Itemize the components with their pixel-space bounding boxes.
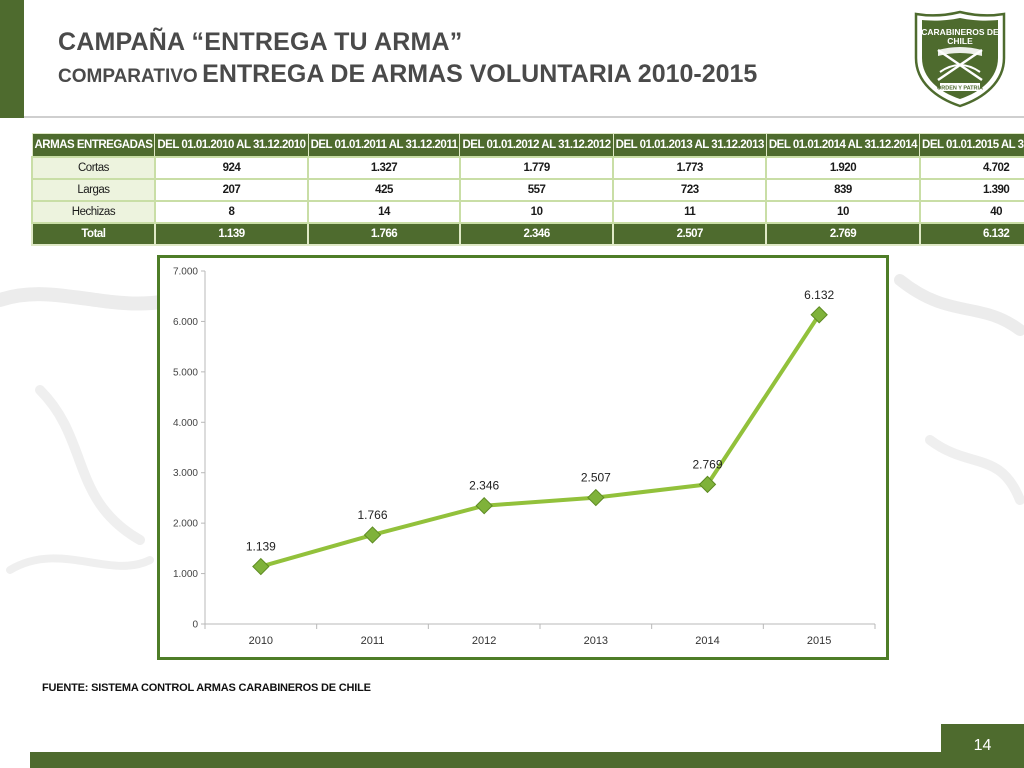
table-row: Largas 207 425 557 723 839 1.390 — [31, 177, 1024, 202]
y-tick-label: 7.000 — [173, 267, 198, 278]
table-cell: 425 — [307, 177, 461, 202]
data-point-marker — [252, 557, 270, 576]
data-point-marker — [587, 488, 605, 507]
data-label: 1.139 — [246, 540, 276, 554]
table-cell: 839 — [765, 177, 921, 202]
table-cell: 1.139 — [153, 221, 310, 246]
data-label: 1.766 — [357, 508, 387, 522]
header-divider — [24, 116, 1024, 118]
y-tick-label: 2.000 — [173, 519, 198, 530]
header-cell: DEL 01.01.2013 AL 31.12.2013 — [612, 133, 767, 157]
table-cell: 10 — [765, 199, 921, 224]
table-cell: 1.766 — [307, 221, 461, 246]
carabineros-logo: CARABINEROS DE CHILE ORDEN Y PATRIA — [914, 10, 1006, 108]
table-cell: 8 — [153, 199, 310, 224]
table-cell: 1.773 — [612, 155, 768, 180]
table-header-row: ARMAS ENTREGADAS DEL 01.01.2010 AL 31.12… — [31, 133, 1024, 157]
x-tick-label: 2013 — [584, 635, 608, 647]
table-row: Cortas 924 1.327 1.779 1.773 1.920 4.702 — [31, 155, 1024, 180]
svg-text:CARABINEROS DE: CARABINEROS DE — [921, 27, 999, 37]
data-label: 2.507 — [581, 471, 611, 485]
table-cell: 2.769 — [765, 221, 921, 246]
subtitle-main: ENTREGA DE ARMAS VOLUNTARIA 2010-2015 — [202, 60, 758, 88]
page-number: 14 — [941, 724, 1024, 768]
table-cell: 1.920 — [765, 155, 921, 180]
table-cell: 2.507 — [612, 221, 768, 246]
table-cell: 1.390 — [918, 177, 1024, 202]
table-cell: 1.327 — [307, 155, 461, 180]
table-cell: 557 — [458, 177, 615, 202]
table-cell: 207 — [153, 177, 310, 202]
svg-text:ORDEN Y PATRIA: ORDEN Y PATRIA — [937, 86, 983, 92]
subtitle-prefix: COMPARATIVO — [58, 66, 198, 87]
footer-bar — [30, 752, 1024, 768]
x-tick-label: 2014 — [695, 635, 719, 647]
svg-text:CHILE: CHILE — [947, 36, 973, 46]
left-accent-bar — [0, 0, 24, 118]
table-cell: 4.702 — [918, 155, 1024, 180]
table-cell: 10 — [458, 199, 615, 224]
weapons-table: ARMAS ENTREGADAS DEL 01.01.2010 AL 31.12… — [31, 133, 1024, 246]
data-point-marker — [810, 306, 828, 324]
data-point-marker — [363, 526, 382, 544]
data-label: 6.132 — [804, 288, 834, 302]
x-tick-label: 2012 — [472, 635, 496, 647]
table-cell: 723 — [612, 177, 768, 202]
data-label: 2.346 — [469, 479, 499, 493]
y-tick-label: 4.000 — [173, 418, 198, 429]
row-label: Total — [31, 221, 156, 246]
header-cell: DEL 01.01.2010 AL 31.12.2010 — [154, 133, 309, 157]
data-point-marker — [698, 475, 717, 494]
table-cell: 14 — [307, 199, 461, 224]
table-cell: 6.132 — [918, 221, 1024, 246]
chart-frame: 0 1.000 2.000 3.000 4.000 5.000 6.000 7.000 2010… — [157, 255, 889, 660]
line-chart: 0 1.000 2.000 3.000 4.000 5.000 6.000 7.000 2010… — [173, 267, 876, 647]
row-label: Cortas — [31, 155, 156, 180]
source-note: FUENTE: SISTEMA CONTROL ARMAS CARABINERO… — [42, 682, 371, 694]
table-cell: 40 — [918, 199, 1024, 224]
table-total-row: Total 1.139 1.766 2.346 2.507 2.769 6.13… — [31, 221, 1024, 246]
y-tick-label: 0 — [192, 620, 198, 631]
row-label: Hechizas — [31, 199, 156, 224]
table-row: Hechizas 8 14 10 11 10 40 — [31, 199, 1024, 224]
header-cell: DEL 01.01.2011 AL 31.12.2011 — [307, 133, 461, 157]
x-tick-label: 2011 — [361, 635, 385, 647]
table-cell: 2.346 — [458, 221, 615, 246]
header-cell: DEL 01.01.2014 AL 31.12.2014 — [765, 133, 921, 157]
y-tick-label: 1.000 — [173, 569, 198, 580]
table-cell: 11 — [612, 199, 768, 224]
series-line — [260, 313, 821, 569]
table-cell: 924 — [153, 155, 310, 180]
data-label: 2.769 — [692, 457, 722, 471]
x-tick-label: 2015 — [807, 635, 831, 647]
page-subtitle: COMPARATIVO ENTREGA DE ARMAS VOLUNTARIA … — [58, 60, 757, 89]
y-tick-label: 5.000 — [173, 367, 198, 378]
x-tick-label: 2010 — [249, 635, 273, 647]
y-tick-label: 3.000 — [173, 468, 198, 479]
header-cell: DEL 01.01.2015 AL 31.12.2015 — [919, 133, 1024, 157]
header-cell: ARMAS ENTREGADAS — [31, 133, 156, 157]
page-title: CAMPAÑA “ENTREGA TU ARMA” — [58, 28, 463, 56]
data-point-marker — [475, 496, 493, 515]
header-cell: DEL 01.01.2012 AL 31.12.2012 — [459, 133, 614, 157]
table-cell: 1.779 — [458, 155, 615, 180]
row-label: Largas — [31, 177, 156, 202]
y-tick-label: 6.000 — [173, 317, 198, 328]
